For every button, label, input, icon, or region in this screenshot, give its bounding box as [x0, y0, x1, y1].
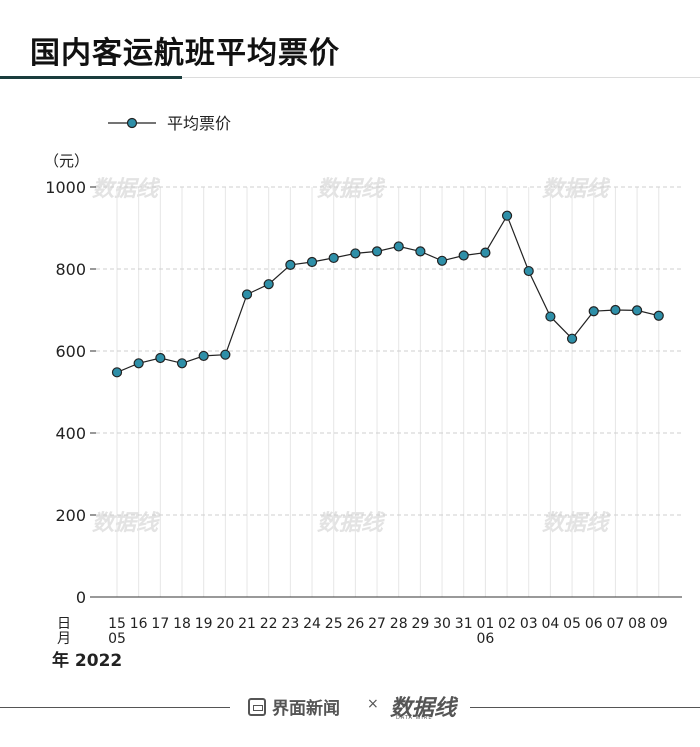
- data-point: [458, 250, 469, 261]
- x-tick-label: 19: [195, 616, 213, 632]
- data-point: [523, 265, 534, 277]
- x-tick-label: 02: [498, 616, 516, 632]
- x-tick-label: 08: [628, 616, 646, 632]
- footer-divider-right: [470, 707, 700, 708]
- data-point: [306, 256, 318, 268]
- data-point: [588, 306, 599, 317]
- data-point: [133, 358, 144, 369]
- data-point: [415, 246, 426, 257]
- x-month-label: 05: [108, 631, 126, 647]
- footer-separator: ×: [367, 696, 379, 712]
- y-tick-label: 0: [76, 588, 86, 607]
- x-tick-label: 21: [238, 616, 256, 632]
- x-tick-label: 20: [216, 616, 234, 632]
- data-point: [545, 311, 556, 322]
- data-point: [480, 247, 491, 258]
- x-tick-label: 30: [433, 616, 451, 632]
- data-point: [393, 241, 404, 252]
- x-tick-label: 26: [346, 616, 364, 632]
- data-point: [371, 246, 383, 257]
- datawire-logo-sub: DATA WIRE: [396, 715, 433, 721]
- x-tick-label: 23: [281, 616, 299, 632]
- data-point: [111, 367, 123, 378]
- watermark-2: 数据线: [542, 177, 611, 202]
- legend-label: 平均票价: [167, 114, 231, 133]
- series-line-average-fare: [116, 214, 659, 373]
- x-tick-label: 01: [476, 616, 494, 632]
- x-tick-label: 28: [390, 616, 408, 632]
- x-tick-label: 18: [173, 616, 191, 632]
- x-axis-year-label: 年 2022: [52, 650, 122, 671]
- data-point: [653, 310, 664, 321]
- x-tick-label: 22: [260, 616, 278, 632]
- data-point: [350, 248, 361, 259]
- x-tick-label: 31: [455, 616, 473, 632]
- data-point: [176, 358, 188, 369]
- title-divider: [182, 77, 700, 78]
- x-tick-label: 06: [585, 616, 603, 632]
- y-tick-label: 1000: [45, 178, 86, 197]
- legend-marker: [126, 117, 138, 129]
- datawire-logo: 数据线: [390, 696, 457, 721]
- watermark-0: 数据线: [92, 177, 161, 202]
- footer-divider-left: [0, 707, 230, 708]
- x-tick-label: 07: [606, 616, 624, 632]
- x-tick-label: 27: [368, 616, 386, 632]
- jiemian-logo-text: 界面新闻: [272, 699, 340, 719]
- jiemian-logo-icon: [248, 697, 266, 716]
- data-point: [155, 352, 166, 364]
- x-tick-label: 09: [650, 616, 668, 632]
- data-point: [566, 333, 578, 344]
- y-tick-label: 800: [55, 260, 86, 279]
- data-point: [436, 255, 448, 266]
- x-tick-label: 05: [563, 616, 581, 632]
- y-tick-label: 400: [55, 424, 86, 443]
- page-title: 国内客运航班平均票价: [30, 36, 340, 71]
- y-tick-label: 600: [55, 342, 86, 361]
- title-area: 国内客运航班平均票价: [0, 0, 700, 80]
- x-tick-label: 04: [541, 616, 559, 632]
- data-point: [610, 304, 621, 316]
- title-underline: [0, 76, 182, 79]
- data-point: [285, 259, 296, 270]
- watermark-1: 数据线: [317, 177, 386, 202]
- data-point: [198, 350, 209, 362]
- x-tick-label: 17: [151, 616, 169, 632]
- x-axis-month-label: 月: [57, 631, 71, 647]
- data-point: [501, 210, 513, 221]
- data-point: [631, 305, 643, 316]
- y-unit-label: （元）: [44, 152, 89, 170]
- x-month-label: 06: [476, 631, 494, 647]
- jiemian-logo: 界面新闻: [248, 694, 340, 719]
- x-tick-label: 15: [108, 616, 126, 632]
- x-axis-day-label: 日: [57, 616, 71, 632]
- data-point: [263, 279, 274, 290]
- y-tick-label: 200: [55, 506, 86, 525]
- data-point: [241, 289, 253, 300]
- x-tick-label: 25: [325, 616, 343, 632]
- x-tick-label: 24: [303, 616, 321, 632]
- x-tick-label: 16: [130, 616, 148, 632]
- x-tick-label: 03: [520, 616, 538, 632]
- data-point: [328, 252, 339, 264]
- data-point: [220, 349, 231, 360]
- x-tick-label: 29: [411, 616, 429, 632]
